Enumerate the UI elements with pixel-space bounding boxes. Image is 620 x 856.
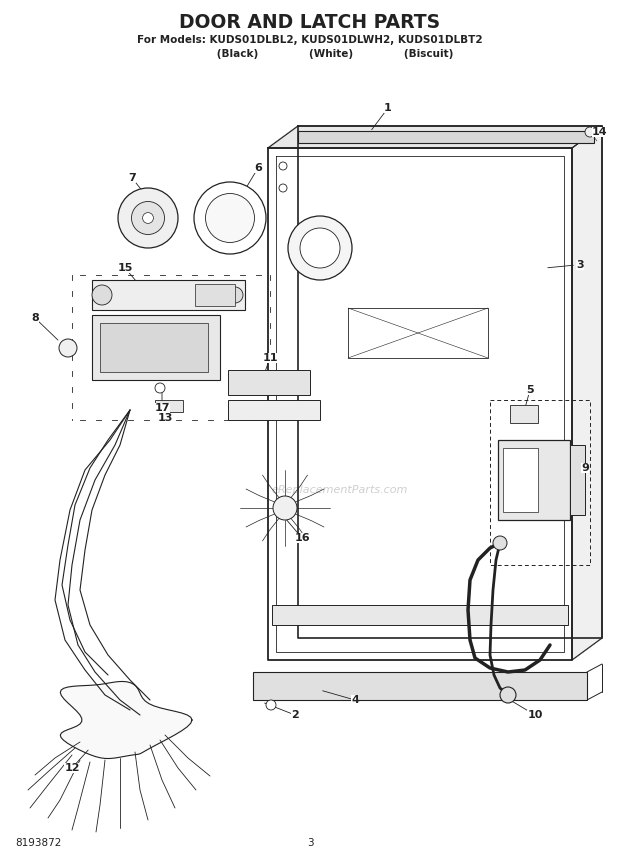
Text: 2: 2 — [291, 710, 299, 720]
Circle shape — [59, 339, 77, 357]
Bar — [570, 445, 585, 515]
Circle shape — [227, 287, 243, 303]
Text: eReplacementParts.com: eReplacementParts.com — [272, 485, 408, 495]
Polygon shape — [572, 126, 602, 660]
Bar — [100, 323, 208, 372]
Bar — [490, 400, 590, 565]
Circle shape — [288, 216, 352, 280]
Bar — [272, 605, 568, 625]
Circle shape — [92, 285, 112, 305]
Text: 15: 15 — [117, 263, 133, 273]
Text: DOOR AND LATCH PARTS: DOOR AND LATCH PARTS — [179, 13, 441, 32]
Circle shape — [279, 184, 287, 192]
Circle shape — [155, 383, 165, 393]
Bar — [195, 284, 235, 306]
Text: 3: 3 — [576, 260, 583, 270]
Circle shape — [194, 182, 266, 254]
Text: 13: 13 — [157, 413, 173, 423]
Text: 6: 6 — [254, 163, 262, 173]
Text: 8: 8 — [31, 313, 39, 323]
Circle shape — [300, 228, 340, 268]
Text: 16: 16 — [294, 533, 310, 543]
Text: 3: 3 — [307, 838, 313, 848]
Bar — [155, 400, 183, 412]
Text: 11: 11 — [262, 353, 278, 363]
Text: 14: 14 — [592, 127, 608, 137]
Text: 8193872: 8193872 — [15, 838, 61, 848]
Bar — [92, 315, 220, 380]
Text: 17: 17 — [154, 403, 170, 413]
Circle shape — [585, 127, 595, 137]
Circle shape — [143, 212, 153, 223]
Circle shape — [279, 162, 287, 170]
Text: 12: 12 — [64, 763, 80, 773]
Text: 1: 1 — [384, 103, 392, 113]
Bar — [298, 131, 594, 143]
Circle shape — [131, 201, 164, 235]
Text: (Black)              (White)              (Biscuit): (Black) (White) (Biscuit) — [166, 49, 454, 59]
Bar — [92, 280, 245, 310]
Polygon shape — [268, 126, 602, 148]
Circle shape — [266, 700, 276, 710]
Circle shape — [493, 536, 507, 550]
Bar — [510, 405, 538, 423]
Text: 5: 5 — [526, 385, 534, 395]
Bar — [228, 400, 320, 420]
Bar — [253, 672, 587, 700]
Circle shape — [205, 193, 254, 242]
Circle shape — [500, 687, 516, 703]
Bar — [503, 448, 538, 512]
Bar — [228, 370, 310, 395]
Circle shape — [273, 496, 297, 520]
Text: 4: 4 — [351, 695, 359, 705]
Bar — [498, 440, 570, 520]
Text: For Models: KUDS01DLBL2, KUDS01DLWH2, KUDS01DLBT2: For Models: KUDS01DLBL2, KUDS01DLWH2, KU… — [137, 35, 483, 45]
Text: 10: 10 — [528, 710, 542, 720]
Polygon shape — [60, 681, 192, 758]
Text: 7: 7 — [128, 173, 136, 183]
Text: 9: 9 — [581, 463, 589, 473]
Circle shape — [118, 188, 178, 248]
